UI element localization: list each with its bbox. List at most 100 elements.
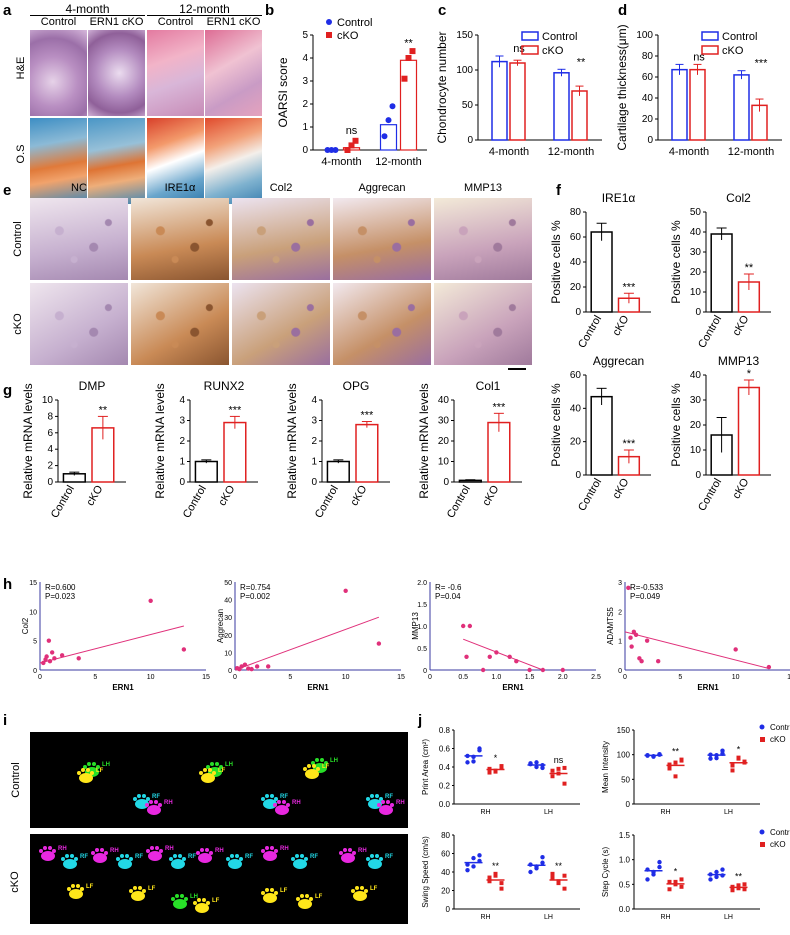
paw-toe [366, 797, 370, 801]
data-point [487, 654, 492, 659]
paw-toe [265, 888, 269, 892]
paw-toe [169, 857, 173, 861]
stat-p: P=0.002 [240, 592, 271, 601]
y-tick-label: 0.6 [439, 745, 451, 754]
regression-line [234, 616, 380, 671]
y-axis-label: Relative mRNA levels [285, 383, 299, 498]
paw-toe [315, 758, 319, 762]
data-point-control [381, 133, 388, 140]
data-point-control [389, 103, 396, 110]
x-tick-label: Control [696, 314, 724, 351]
paw-toe [43, 846, 47, 850]
paw-pad [353, 891, 367, 901]
paw-pad [298, 899, 312, 909]
x-axis-label: ERN1 [307, 683, 329, 692]
data-point [514, 659, 519, 664]
y-tick-label: 0 [228, 668, 232, 675]
bar-cko [355, 423, 379, 483]
paw-toe [142, 794, 146, 798]
significance-label: ns [693, 51, 705, 63]
bar-control [491, 60, 508, 141]
x-tick-label: cKO [730, 313, 751, 338]
x-tick-label: Control [576, 477, 604, 513]
data-point-control [465, 862, 470, 867]
paw-toe [77, 771, 81, 775]
paw-toe [381, 800, 385, 804]
paw-pad [263, 799, 277, 809]
paw-toe [71, 884, 75, 888]
chart-title: Col2 [726, 191, 751, 205]
paw-toe [352, 851, 356, 855]
data-point [59, 653, 65, 658]
paw-toe [206, 901, 210, 905]
paw-print-lf: LF [129, 886, 156, 901]
paw-toe [300, 854, 304, 858]
y-tick-label: 8 [47, 411, 53, 422]
legend-label: Control [770, 723, 790, 732]
significance-label: ** [672, 747, 680, 757]
y-tick-label: 20 [224, 633, 232, 640]
legend-marker [760, 737, 765, 742]
data-point-cko [673, 760, 678, 765]
y-tick-label: 0 [626, 800, 631, 809]
y-tick-label: 40 [438, 395, 450, 406]
data-point-control [534, 866, 539, 871]
paw-toe [180, 894, 184, 898]
paw-toe [206, 765, 210, 769]
paw-toe [155, 846, 159, 850]
data-point-cko [344, 147, 351, 153]
bar-control [553, 72, 570, 141]
data-point-cko [499, 881, 504, 886]
panel-b: b 0 1 2 3 4 5 OARSI score 4-month ns 12-month ** Co… [265, 0, 435, 175]
x-tick-label: 12-month [548, 146, 594, 158]
data-point [181, 647, 187, 652]
ihc-image [232, 283, 330, 365]
legend-label: cKO [770, 735, 786, 744]
data-point-cko [736, 886, 741, 891]
data-point-cko [667, 887, 672, 892]
paw-toe [48, 846, 52, 850]
data-point-control [477, 746, 482, 751]
regression-line [463, 638, 544, 671]
data-point [52, 656, 57, 661]
data-point-control [471, 855, 476, 861]
y-axis-label: Positive cells % [549, 220, 563, 304]
ihc-image [434, 198, 532, 280]
data-point-cko [667, 766, 672, 771]
x-tick-label: 2.0 [558, 674, 568, 681]
paw-toe [100, 848, 104, 852]
paw-print-rh: RH [377, 800, 405, 815]
y-axis-label: Relative mRNA levels [417, 383, 431, 498]
group-rule-12-month [147, 15, 262, 16]
paw-print-rf: RF [261, 794, 288, 809]
y-tick-label: 3 [302, 76, 308, 87]
paw-toe [390, 803, 394, 807]
paw-toe [282, 800, 286, 804]
paw-label: LH [330, 758, 338, 764]
paw-toe [270, 846, 274, 850]
chart-chondrocyte-number: 0 50 100 150 Chondrocyte number 4-month ns 12-m… [435, 30, 602, 158]
paw-print-rf: RF [226, 854, 253, 869]
legend-label: cKO [542, 45, 564, 57]
significance-label: *** [622, 438, 636, 450]
y-tick-label: 1 [618, 639, 622, 646]
x-tick-label: LH [544, 809, 553, 816]
paw-pad [293, 859, 307, 869]
paw-label: RF [385, 794, 393, 800]
y-tick-label: 150 [617, 726, 631, 735]
paw-label: LF [212, 898, 220, 904]
paw-toe [274, 849, 278, 853]
data-point [376, 641, 382, 646]
paw-print-rh: RH [39, 846, 67, 861]
data-point-control [651, 753, 656, 759]
footprint-track-cko: RH RF RH RF RH RF RH RF RH RF RH RF LF LF LH LF LF LF LF [30, 834, 408, 924]
paw-pad [93, 853, 107, 863]
data-point-cko [487, 879, 492, 884]
legend-label: cKO [770, 840, 786, 849]
paw-label: RH [110, 848, 119, 854]
legend-marker [759, 829, 765, 835]
paw-toe [212, 771, 216, 775]
legend-label: cKO [337, 30, 359, 42]
paw-toe [230, 854, 234, 858]
paw-toe [205, 848, 209, 852]
